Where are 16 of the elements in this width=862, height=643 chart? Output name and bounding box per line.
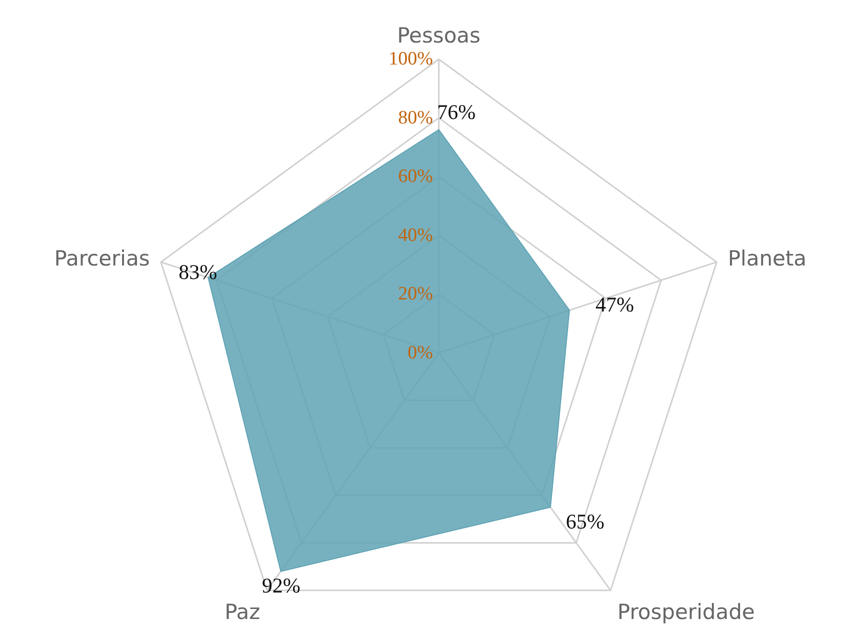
spoke-label: Pessoas	[397, 23, 480, 48]
data-label: 83%	[178, 260, 218, 284]
y-tick-label: 20%	[398, 284, 434, 305]
y-tick-label: 60%	[398, 166, 434, 188]
data-label: 65%	[566, 509, 604, 534]
spoke-label: Planeta	[728, 246, 807, 270]
data-label: 92%	[262, 574, 300, 598]
y-tick-label: 40%	[398, 224, 434, 246]
y-tick-label: 100%	[388, 48, 434, 70]
y-tick-label: 0%	[408, 342, 434, 364]
data-label: 47%	[595, 292, 634, 317]
data-label: 76%	[437, 100, 476, 124]
spoke-label: Prosperidade	[617, 600, 755, 624]
y-tick-label: 80%	[398, 107, 434, 128]
spoke-label: Parcerias	[54, 246, 150, 270]
spoke-label: Paz	[224, 600, 260, 624]
